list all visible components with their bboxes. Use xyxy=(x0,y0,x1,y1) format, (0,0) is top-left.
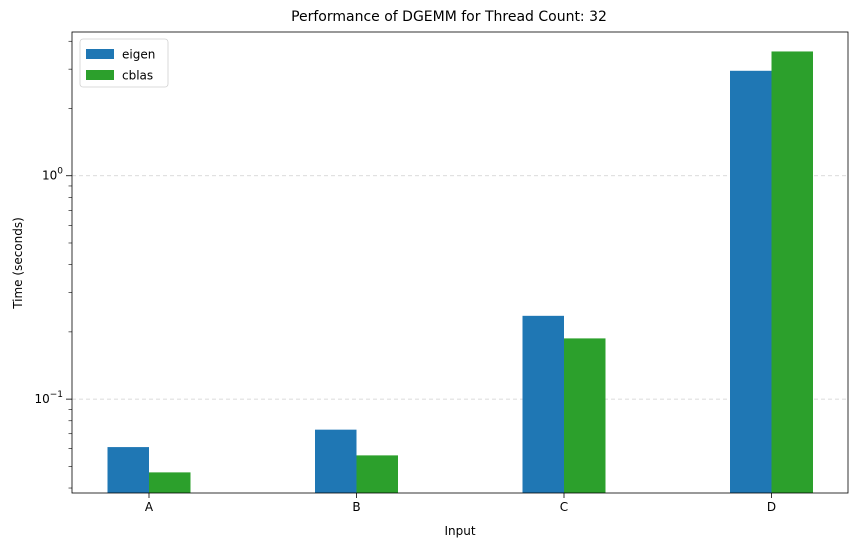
ticks: 10−1 100 A B C D xyxy=(34,40,776,514)
plot-frame xyxy=(71,31,849,494)
bar-eigen-D xyxy=(730,70,772,493)
legend-label-eigen: eigen xyxy=(122,48,155,62)
y-axis-label: Time (seconds) xyxy=(11,217,25,310)
bar-eigen-C xyxy=(522,315,564,493)
legend: eigen cblas xyxy=(79,38,169,88)
bar-cblas-A xyxy=(149,472,191,493)
bar-eigen-A xyxy=(107,447,149,493)
bar-cblas-C xyxy=(564,338,606,493)
bar-cblas-B xyxy=(356,455,398,493)
grid-lines xyxy=(72,175,848,400)
x-tick-label: A xyxy=(145,500,154,514)
legend-label-cblas: cblas xyxy=(122,69,153,83)
x-tick-label: B xyxy=(352,500,360,514)
x-axis-label: Input xyxy=(444,524,475,538)
axes xyxy=(71,31,849,494)
x-tick-label: C xyxy=(560,500,568,514)
bar-cblas-D xyxy=(771,51,813,493)
chart-title: Performance of DGEMM for Thread Count: 3… xyxy=(291,9,607,25)
bars xyxy=(107,51,813,493)
y-tick-label: 100 xyxy=(42,167,63,183)
bar-eigen-B xyxy=(315,429,357,493)
y-tick-label: 10−1 xyxy=(34,390,63,406)
legend-swatch-eigen xyxy=(86,49,114,59)
x-tick-label: D xyxy=(767,500,776,514)
legend-swatch-cblas xyxy=(86,70,114,80)
